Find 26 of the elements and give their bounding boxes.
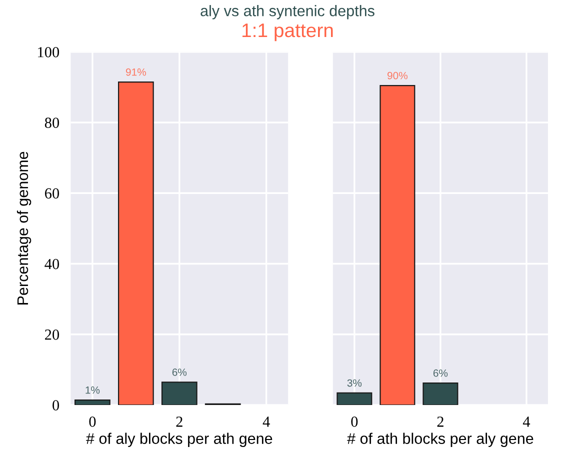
data-label: 6% <box>172 368 187 376</box>
x-tick-label: 2 <box>176 416 182 427</box>
x-tick-label: 0 <box>89 416 96 427</box>
x-axis-title: # of ath blocks per aly gene <box>347 432 534 447</box>
data-label: 6% <box>433 369 448 377</box>
x-tick-label: 0 <box>351 416 358 427</box>
x-tick-label: 2 <box>437 416 444 427</box>
bar <box>74 400 110 405</box>
data-label: 1% <box>86 386 100 394</box>
x-tick-label: 4 <box>522 416 530 427</box>
data-label: 90% <box>388 72 408 80</box>
bar <box>161 382 198 405</box>
x-tick-label: 4 <box>262 416 270 427</box>
bar <box>118 82 154 405</box>
y-tick-label: 80 <box>44 118 60 128</box>
y-axis-title: Percentage of genome <box>16 152 32 304</box>
y-tick-label: 20 <box>45 330 60 340</box>
x-axis-title: # of aly blocks per ath gene <box>86 432 272 447</box>
data-label: 91% <box>126 68 146 76</box>
y-tick-label: 60 <box>44 188 60 199</box>
y-tick-label: 100 <box>38 47 60 58</box>
y-tick-label: 40 <box>44 258 60 270</box>
chart-subtitle: 1:1 pattern <box>242 24 333 42</box>
y-tick-label: 0 <box>52 400 60 410</box>
chart-title: aly vs ath syntenic depths <box>200 5 374 20</box>
data-label: 3% <box>347 379 362 387</box>
